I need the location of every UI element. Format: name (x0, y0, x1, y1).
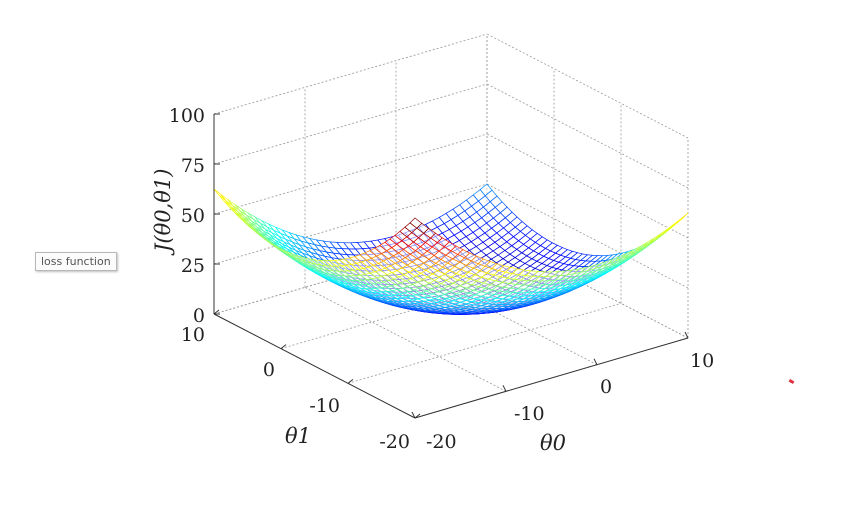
grid-line (304, 286, 507, 392)
y-axis-label: θ1 (285, 424, 311, 448)
x-tick (502, 385, 507, 392)
x-tick (684, 331, 689, 339)
loss-surface (213, 183, 689, 315)
x-tick-label: -20 (426, 431, 457, 453)
axis-lines (213, 113, 689, 419)
grid-line (486, 83, 689, 189)
grid-line (213, 133, 488, 215)
x-axis-line (414, 337, 689, 419)
grid-line (213, 33, 488, 115)
grid-line (486, 133, 689, 239)
axis-labels: 0 25 50 75 100 -20 -10 0 10 -20 -10 0 10… (151, 105, 714, 455)
loss-function-tooltip: loss function (35, 252, 117, 271)
z-tick-label: 100 (169, 105, 205, 127)
x-tick-label: -10 (514, 403, 545, 425)
grid-line (486, 33, 689, 139)
z-tick-label: 0 (193, 305, 205, 327)
y-tick-label: 10 (181, 324, 205, 346)
z-tick-label: 75 (181, 155, 205, 177)
x-tick-label: 0 (600, 376, 612, 398)
y-tick (347, 378, 354, 384)
y-tick-label: 0 (263, 359, 275, 381)
y-axis-line (213, 313, 416, 419)
y-tick-label: -20 (379, 431, 410, 453)
grid-line (213, 83, 488, 165)
surface-facet (409, 217, 423, 229)
z-tick-label: 25 (181, 255, 205, 277)
y-tick-label: -10 (309, 395, 340, 417)
z-axis-label: J(θ0,θ1) (151, 169, 175, 257)
x-tick (411, 411, 416, 419)
y-tick (213, 309, 220, 315)
z-tick-label: 50 (181, 205, 205, 227)
x-tick-label: 10 (690, 350, 714, 372)
grid-line (347, 302, 622, 384)
y-tick (414, 413, 421, 419)
x-axis-label: θ0 (540, 431, 566, 455)
y-tick (280, 344, 287, 350)
x-tick (593, 358, 598, 365)
grid-line (213, 183, 488, 265)
grid-line (486, 183, 689, 289)
